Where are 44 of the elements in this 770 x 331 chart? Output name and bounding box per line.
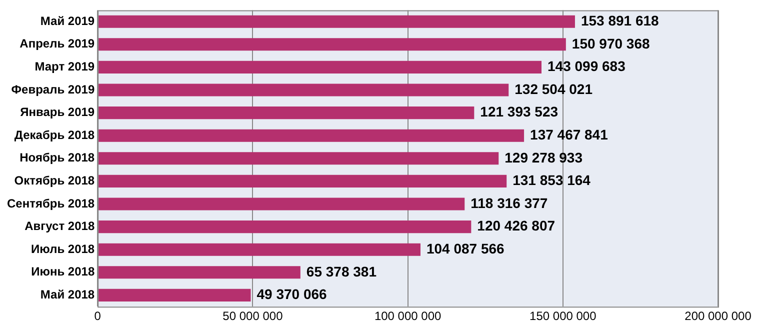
y-tick-label: Май 2019 xyxy=(40,14,95,28)
x-tick-label: 50 000 000 xyxy=(222,309,284,324)
bar xyxy=(98,198,465,210)
data-label: 132 504 021 xyxy=(514,80,593,97)
bar xyxy=(98,38,566,51)
y-tick-label: Октябрь 2018 xyxy=(14,174,95,188)
data-label: 131 853 164 xyxy=(512,172,591,188)
data-label: 150 970 368 xyxy=(572,35,650,52)
x-tick-label: 200 000 000 xyxy=(684,309,752,324)
data-label: 143 099 683 xyxy=(548,58,626,74)
y-tick-label: Декабрь 2018 xyxy=(14,128,95,142)
bar xyxy=(98,266,300,279)
bar xyxy=(98,152,499,165)
y-tick-label: Март 2019 xyxy=(34,60,95,74)
bar xyxy=(98,174,507,188)
data-label: 120 426 807 xyxy=(477,218,556,234)
data-label: 49 370 066 xyxy=(256,286,328,302)
bar xyxy=(98,129,524,142)
bar xyxy=(98,220,472,234)
bar xyxy=(98,106,474,120)
y-tick-label: Август 2018 xyxy=(24,219,95,234)
y-tick-label: Июль 2018 xyxy=(31,242,95,256)
data-label: 65 378 381 xyxy=(306,263,377,280)
data-label: 121 393 523 xyxy=(480,104,558,120)
bar xyxy=(98,243,420,256)
y-tick-label: Сентябрь 2018 xyxy=(6,196,95,210)
bar xyxy=(98,60,542,74)
y-tick-label: Май 2018 xyxy=(40,288,95,302)
x-tick-label: 150 000 000 xyxy=(530,309,597,324)
y-tick-label: Январь 2019 xyxy=(20,105,95,120)
data-label: 104 087 566 xyxy=(426,240,505,256)
data-label: 118 316 377 xyxy=(470,194,548,211)
y-tick-label: Ноябрь 2018 xyxy=(20,150,95,165)
x-tick-label: 100 000 000 xyxy=(374,309,442,324)
data-label: 129 278 933 xyxy=(504,149,583,166)
bar xyxy=(98,15,575,28)
data-label: 137 467 841 xyxy=(530,126,608,142)
x-tick-label: 0 xyxy=(94,309,102,324)
bar xyxy=(98,84,509,96)
data-label: 153 891 618 xyxy=(580,12,660,28)
y-tick-label: Февраль 2019 xyxy=(11,82,95,96)
y-tick-label: Апрель 2019 xyxy=(20,36,95,51)
bar xyxy=(98,288,251,302)
y-tick-label: Июнь 2018 xyxy=(31,264,95,279)
